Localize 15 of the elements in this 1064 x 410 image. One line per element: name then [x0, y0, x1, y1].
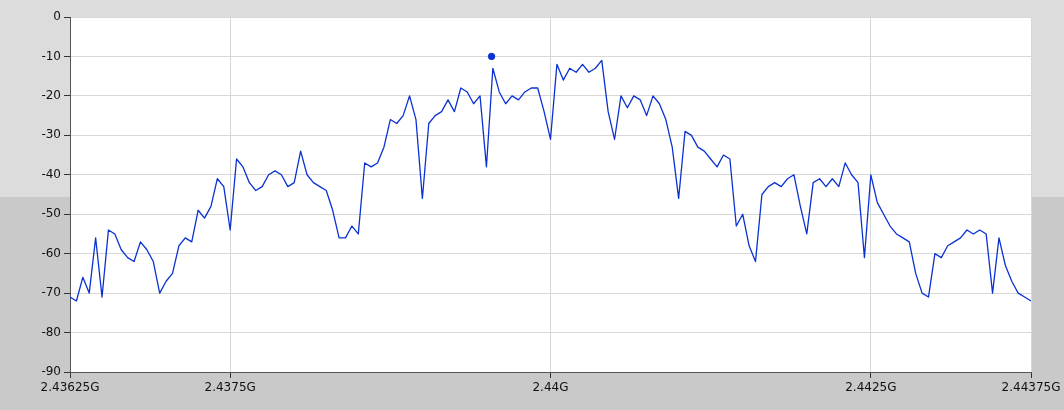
- x-tick-label: 2.43625G: [40, 380, 100, 395]
- y-tick-label: -70: [41, 285, 61, 300]
- y-tick-label: -30: [41, 127, 61, 142]
- y-tick-label: -60: [41, 245, 61, 260]
- x-tick-label: 2.44375G: [1001, 380, 1061, 395]
- x-tick-label: 2.4425G: [845, 380, 897, 395]
- y-tick-label: -20: [41, 88, 61, 103]
- y-tick-label: -10: [41, 48, 61, 63]
- x-tick-label: 2.44G: [532, 380, 569, 395]
- y-tick-label: -90: [41, 364, 61, 379]
- y-tick-label: -50: [41, 206, 61, 221]
- y-tick-label: -80: [41, 324, 61, 339]
- y-tick-label: -40: [41, 166, 61, 181]
- x-tick-label: 2.4375G: [204, 380, 256, 395]
- y-tick-label: 0: [53, 9, 61, 24]
